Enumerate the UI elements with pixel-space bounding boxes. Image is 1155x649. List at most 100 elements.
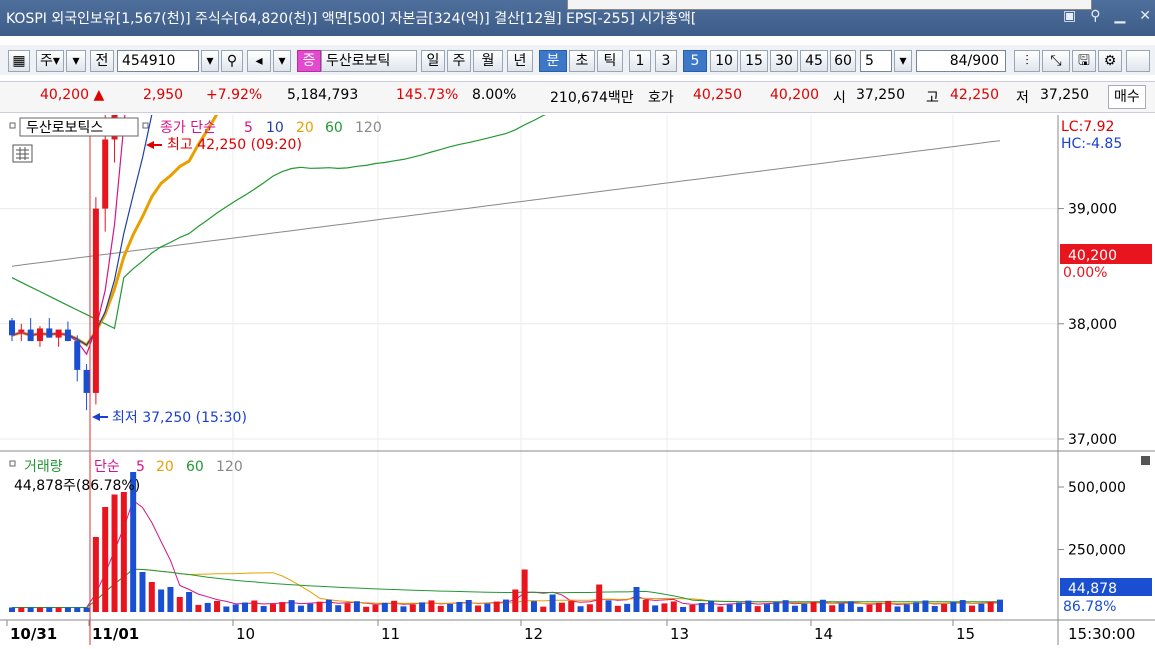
low-arrow-icon: [92, 413, 108, 421]
gear-icon[interactable]: ⚙: [1098, 50, 1122, 72]
interval-60-button[interactable]: 60: [830, 50, 856, 72]
chevron-down-icon[interactable]: ▾: [66, 50, 86, 72]
price-value: 40,200: [40, 87, 89, 103]
volume-bar: [670, 601, 677, 612]
volume-bar: [987, 601, 994, 612]
volume-bar: [437, 605, 444, 612]
volume-bar: [251, 600, 258, 612]
interval-45-button[interactable]: 45: [800, 50, 828, 72]
interval-1-button[interactable]: 1: [629, 50, 651, 72]
volume-bar: [242, 602, 249, 612]
candle-body: [92, 208, 99, 393]
current-volume-marker: [1060, 578, 1152, 596]
interval-15-button[interactable]: 15: [740, 50, 768, 72]
low-price: 37,250: [1040, 87, 1089, 103]
interval-input[interactable]: 5: [860, 50, 892, 72]
volume-bar: [148, 582, 155, 612]
volume-bar: [158, 589, 165, 612]
volume-bar: [204, 602, 211, 612]
close-icon[interactable]: ✕: [1139, 8, 1151, 24]
volume-bar: [586, 604, 593, 612]
count-field[interactable]: 84/900: [916, 50, 1006, 72]
price-tick-label: 38,000: [1068, 317, 1117, 333]
restore-icon[interactable]: ▣: [1062, 8, 1077, 24]
save-icon[interactable]: 🖫: [1072, 50, 1096, 72]
volume-bar: [297, 605, 304, 612]
stock-code-input[interactable]: 454910: [117, 50, 199, 72]
volume-bar: [997, 599, 1003, 612]
volume-bar: [652, 605, 659, 612]
unit-minute-button[interactable]: 분: [539, 50, 567, 72]
volume-bar: [530, 601, 537, 612]
draw-tool-icon[interactable]: ⤡: [1042, 50, 1070, 72]
volume-bar: [279, 602, 286, 612]
volume-bar: [829, 605, 836, 612]
period-year-button[interactable]: 년: [507, 50, 533, 72]
unit-second-button[interactable]: 초: [569, 50, 595, 72]
volume-bar: [307, 603, 314, 612]
volume-bar: [55, 607, 62, 612]
pin-icon[interactable]: ⚲: [1090, 8, 1101, 24]
trade-amount: 210,674백만: [550, 90, 634, 106]
volume-bar: [642, 599, 649, 612]
volume-bar: [838, 603, 845, 612]
legend-ma60: 60: [325, 120, 343, 136]
volume-value: 5,184,793: [287, 87, 359, 103]
volume-bar: [558, 602, 565, 612]
unit-tick-button[interactable]: 틱: [597, 50, 623, 72]
volume-bar: [866, 604, 873, 612]
volume-bar: [763, 604, 770, 612]
search-icon[interactable]: ⚲: [221, 50, 243, 72]
stock-tag-box: [19, 117, 139, 137]
time-tick-label: 10: [236, 625, 255, 643]
volume-bar: [633, 587, 640, 612]
up-arrow-icon: ▲: [93, 87, 105, 103]
interval-dropdown-icon[interactable]: ▾: [894, 50, 912, 72]
volume-bar: [18, 607, 25, 612]
prev-stock-icon[interactable]: ◂: [247, 50, 271, 72]
code-dropdown-icon[interactable]: ▾: [201, 50, 219, 72]
volume-bar: [223, 606, 230, 612]
vol-ma60-line: [12, 568, 1001, 608]
market-select[interactable]: 주▾: [36, 50, 64, 72]
screen-menu-icon[interactable]: ▦: [8, 50, 30, 72]
volume-bar: [791, 605, 798, 612]
time-axis-clock: 15:30:00: [1068, 625, 1135, 643]
lc-label: LC:7.92: [1061, 119, 1114, 135]
volume-bar: [736, 602, 743, 612]
candle-body: [18, 329, 25, 332]
volume-bar: [428, 600, 435, 612]
volume-bar: [363, 606, 370, 612]
volume-bar: [959, 600, 966, 612]
checkbox-icon[interactable]: [1126, 50, 1150, 72]
minimize-icon[interactable]: ▁: [1114, 8, 1126, 24]
interval-30-button[interactable]: 30: [770, 50, 798, 72]
buy-button[interactable]: 매수: [1108, 85, 1146, 109]
volume-bar: [176, 597, 183, 612]
volume-bar: [27, 607, 34, 612]
interval-10-button[interactable]: 10: [710, 50, 738, 72]
interval-3-button[interactable]: 3: [655, 50, 677, 72]
next-stock-icon[interactable]: ▾: [273, 50, 291, 72]
volume-bar: [577, 606, 584, 612]
period-week-button[interactable]: 주: [447, 50, 471, 72]
panel-close-icon[interactable]: [1141, 456, 1150, 465]
period-day-button[interactable]: 일: [421, 50, 445, 72]
volume-bar: [475, 605, 482, 612]
candle-type-icon[interactable]: ⫶: [1014, 50, 1040, 72]
stock-name-field[interactable]: 두산로보틱: [321, 50, 417, 72]
high-arrow-icon: [146, 141, 162, 149]
popup-fragment: [567, 0, 1092, 10]
chart-background: [0, 115, 1155, 645]
volume-bar: [922, 600, 929, 612]
volume-bar: [186, 592, 193, 612]
volume-bar: [931, 606, 938, 612]
interval-5-button[interactable]: 5: [683, 50, 707, 72]
current-volume-axis-label: 44,878: [1068, 581, 1117, 597]
period-month-button[interactable]: 월: [473, 50, 503, 72]
volume-bar: [391, 600, 398, 612]
volume-bar: [456, 601, 463, 612]
all-button[interactable]: 전: [90, 50, 114, 72]
